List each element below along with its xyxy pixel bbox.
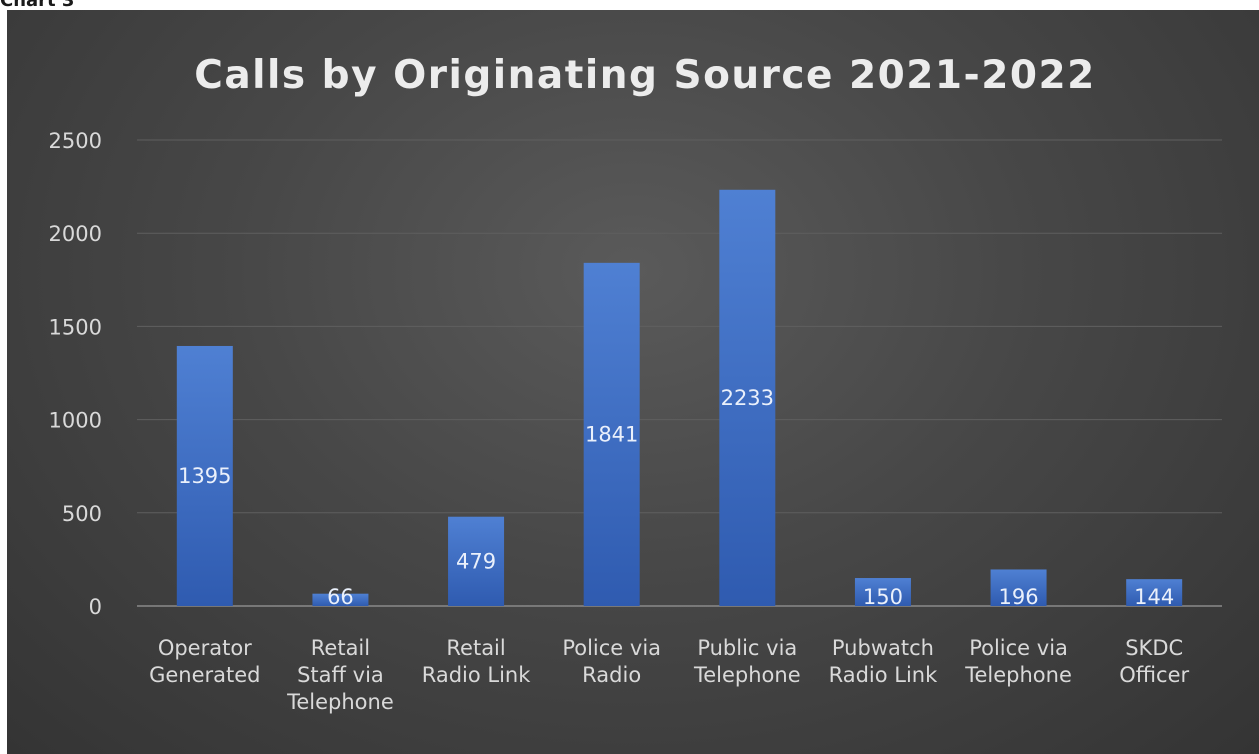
- y-tick-label: 500: [62, 502, 102, 526]
- bar: [176, 345, 233, 606]
- x-axis: Operator Generated Retail Staff via Telephon…: [149, 636, 1189, 714]
- bar: [1126, 579, 1183, 606]
- x-tick-label: Police via Radio: [562, 636, 661, 687]
- x-tick-label: Police via Telephone: [964, 636, 1072, 687]
- bars: [176, 189, 1183, 606]
- x-tick-label: Operator Generated: [149, 636, 260, 687]
- gridlines: [137, 139, 1222, 607]
- bar: [854, 578, 911, 606]
- data-label: 2233: [721, 386, 774, 410]
- y-tick-label: 1000: [49, 409, 102, 433]
- data-label: 1395: [178, 464, 231, 488]
- data-label: 479: [456, 549, 496, 573]
- x-tick-label: Pubwatch Radio Link: [829, 636, 939, 687]
- y-tick-label: 2000: [49, 222, 102, 246]
- x-tick-label: SKDC Officer: [1119, 636, 1189, 687]
- bar: [583, 262, 640, 606]
- bar: [990, 569, 1047, 606]
- data-label: 1841: [585, 422, 638, 446]
- chart-svg: Calls by Originating Source 2021-2022 0 5…: [49, 53, 1222, 714]
- y-tick-label: 1500: [49, 315, 102, 339]
- bar: [448, 516, 505, 606]
- chart-area: Calls by Originating Source 2021-2022 0 5…: [7, 10, 1259, 754]
- x-tick-label: Public via Telephone: [693, 636, 801, 687]
- chart-caption: Chart 3: [0, 0, 75, 11]
- bar: [312, 593, 369, 606]
- data-label: 196: [999, 585, 1039, 609]
- y-axis: 0 500 1000 1500 2000 2500: [49, 129, 102, 619]
- x-tick-label: Retail Radio Link: [422, 636, 532, 687]
- bar: [719, 189, 776, 606]
- data-label: 66: [327, 585, 354, 609]
- data-label: 150: [863, 585, 903, 609]
- chart-title: Calls by Originating Source 2021-2022: [194, 53, 1096, 98]
- data-label: 144: [1134, 585, 1174, 609]
- y-tick-label: 2500: [49, 129, 102, 153]
- data-labels: 1395 66 479 1841 2233 150 196 144: [178, 386, 1174, 609]
- x-tick-label: Retail Staff via Telephone: [286, 636, 394, 714]
- y-tick-label: 0: [89, 595, 102, 619]
